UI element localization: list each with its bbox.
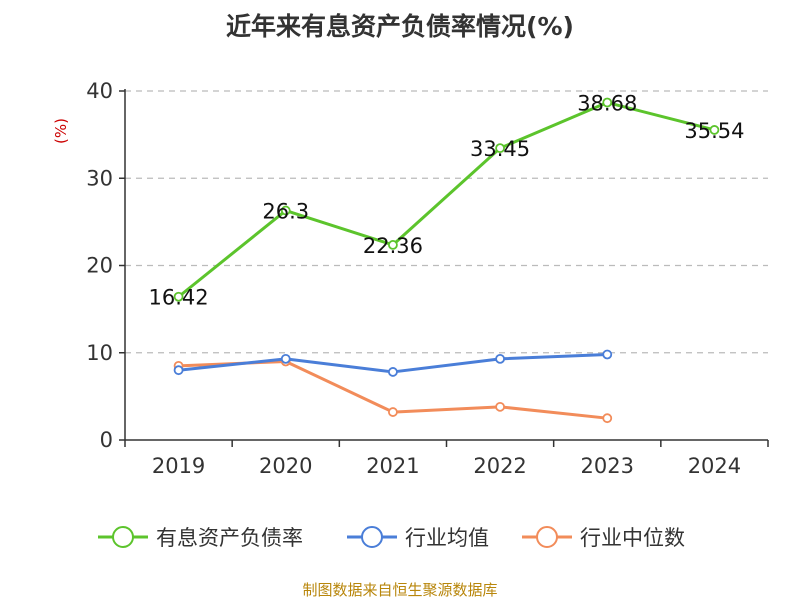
- x-tick-label: 2024: [688, 454, 741, 478]
- legend-item[interactable]: 行业中位数: [522, 526, 685, 550]
- data-label: 38.68: [577, 92, 637, 116]
- y-tick-label: 40: [86, 79, 113, 103]
- data-point[interactable]: [495, 353, 505, 364]
- legend-label: 行业中位数: [580, 526, 685, 550]
- data-point[interactable]: [280, 205, 291, 216]
- y-tick-label: 30: [86, 166, 113, 190]
- legend-marker: [536, 526, 558, 548]
- legend-label: 行业均值: [405, 526, 489, 550]
- data-point[interactable]: [173, 291, 184, 302]
- y-axis: 0 10 20 30 40: [86, 79, 126, 452]
- legend-item[interactable]: 有息资产负债率: [98, 526, 303, 550]
- x-tick-label: 2020: [259, 454, 312, 478]
- data-label: 35.54: [684, 119, 744, 143]
- legend: 有息资产负债率 行业均值 行业中位数: [98, 526, 685, 550]
- data-label: 26.3: [262, 200, 309, 224]
- data-point[interactable]: [280, 353, 291, 364]
- data-point[interactable]: [388, 407, 398, 417]
- gridlines: [125, 90, 768, 354]
- x-tick-label: 2021: [366, 454, 419, 478]
- data-point[interactable]: [602, 349, 613, 360]
- data-label: 22.36: [363, 234, 423, 258]
- legend-marker: [112, 526, 134, 548]
- data-point[interactable]: [709, 125, 720, 135]
- data-point[interactable]: [388, 240, 398, 250]
- data-point[interactable]: [602, 413, 613, 424]
- series-1: [173, 349, 613, 377]
- source-note: 制图数据来自恒生聚源数据库: [302, 581, 497, 599]
- y-axis-label: (%): [52, 118, 70, 144]
- x-axis: 2019 2020 2021 2022 2023 2024: [124, 439, 769, 478]
- data-point[interactable]: [602, 97, 613, 108]
- y-tick-label: 10: [86, 341, 113, 365]
- x-tick-label: 2022: [473, 454, 526, 478]
- data-point[interactable]: [495, 143, 505, 154]
- data-point[interactable]: [388, 367, 398, 377]
- data-labels: 16.42 26.3 22.36 33.45 38.68 35.54: [149, 92, 745, 310]
- data-point[interactable]: [173, 365, 184, 376]
- series-layer: [173, 97, 720, 424]
- series-line: [177, 101, 715, 298]
- chart-title: 近年来有息资产负债率情况(%): [226, 12, 574, 41]
- y-tick-label: 0: [100, 428, 113, 452]
- legend-marker: [361, 526, 383, 548]
- data-label: 33.45: [470, 137, 530, 161]
- data-label: 16.42: [149, 286, 209, 310]
- legend-item[interactable]: 行业均值: [347, 526, 489, 550]
- x-tick-label: 2019: [152, 454, 205, 478]
- series-0: [173, 97, 720, 302]
- legend-label: 有息资产负债率: [156, 526, 303, 550]
- x-tick-label: 2023: [581, 454, 634, 478]
- y-tick-label: 20: [86, 254, 113, 278]
- data-point[interactable]: [495, 401, 505, 412]
